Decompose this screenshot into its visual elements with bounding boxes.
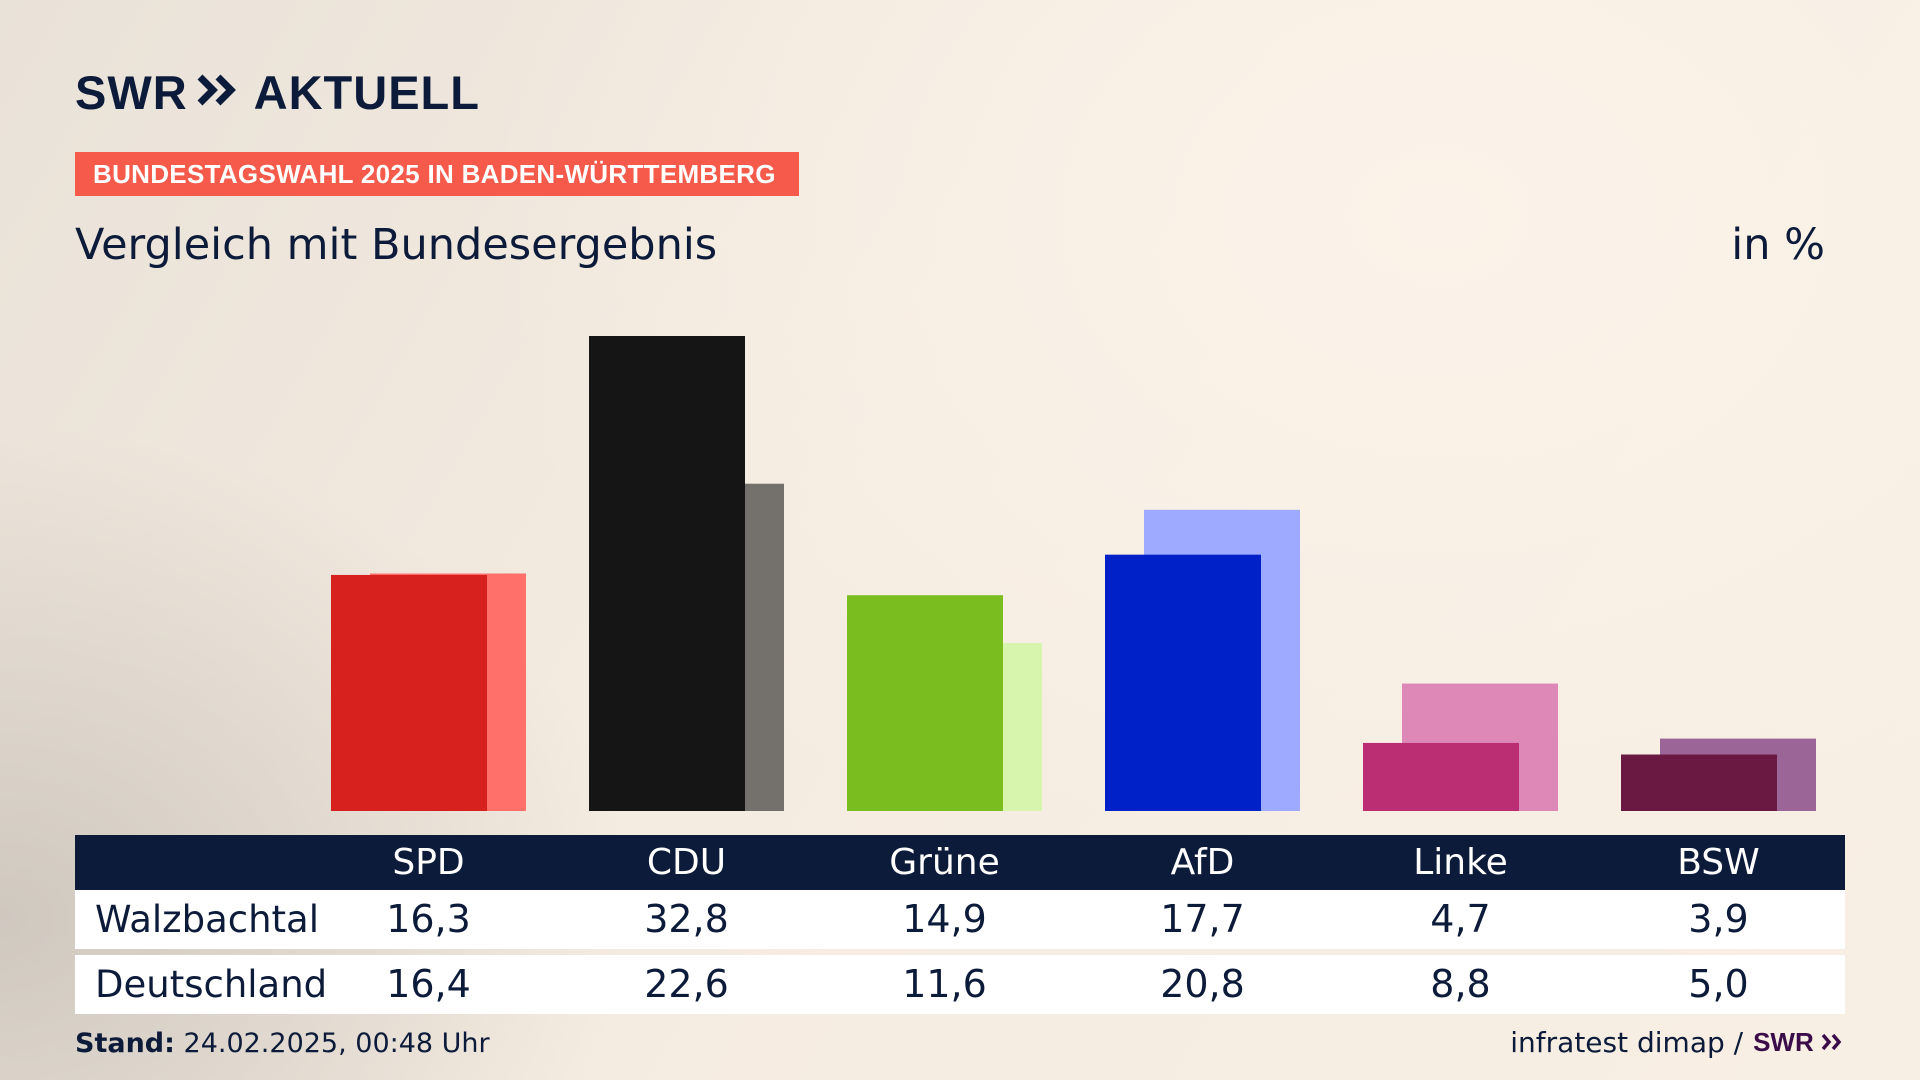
column-header: SPD bbox=[392, 842, 465, 883]
timestamp: Stand: 24.02.2025, 00:48 Uhr bbox=[75, 1028, 490, 1059]
bar-walzbachtal-4 bbox=[1363, 742, 1519, 811]
value-label: 32,8 bbox=[644, 897, 729, 941]
value-label: 14,9 bbox=[902, 897, 987, 941]
table-row: Walzbachtal 16,3 32,8 14,9 17,7 4,7 3,9 bbox=[75, 890, 1845, 949]
election-tagline: BUNDESTAGSWAHL 2025 IN BADEN-WÜRTTEMBERG bbox=[75, 152, 799, 196]
chart-subtitle: Vergleich mit Bundesergebnis bbox=[75, 220, 718, 270]
column-header: AfD bbox=[1170, 842, 1235, 883]
value-label: 4,7 bbox=[1430, 897, 1491, 941]
source-credit: infratest dimap / SWR bbox=[1510, 1026, 1845, 1059]
value-label: 11,6 bbox=[902, 962, 987, 1006]
brand-aktuell-text: AKTUELL bbox=[253, 65, 480, 119]
bar-walzbachtal-5 bbox=[1621, 754, 1777, 811]
bar-walzbachtal-1 bbox=[589, 336, 745, 811]
value-label: 17,7 bbox=[1160, 897, 1245, 941]
bar-chart bbox=[331, 336, 1816, 811]
value-label: 20,8 bbox=[1160, 962, 1245, 1006]
stand-value: 24.02.2025, 00:48 Uhr bbox=[183, 1028, 490, 1059]
swr-mini-logo: SWR bbox=[1753, 1027, 1845, 1058]
unit-label: in % bbox=[1731, 220, 1825, 270]
column-header: Grüne bbox=[889, 842, 1000, 883]
row-label-deutschland: Deutschland bbox=[95, 963, 328, 1006]
row-label-walzbachtal: Walzbachtal bbox=[95, 898, 320, 941]
double-chevron-icon bbox=[1821, 1033, 1842, 1051]
double-chevron-icon bbox=[196, 73, 240, 111]
swr-mini-logo-text: SWR bbox=[1753, 1027, 1814, 1057]
value-label: 3,9 bbox=[1688, 897, 1749, 941]
bar-walzbachtal-3 bbox=[1105, 554, 1261, 811]
value-label: 16,4 bbox=[386, 962, 471, 1006]
stand-label: Stand: bbox=[75, 1028, 175, 1059]
column-header: Linke bbox=[1413, 842, 1508, 883]
column-header: CDU bbox=[646, 842, 727, 883]
table-header: SPD CDU Grüne AfD Linke BSW bbox=[75, 835, 1845, 890]
results-table: SPD CDU Grüne AfD Linke BSW Walzbachtal 16,3 3… bbox=[75, 835, 1845, 1014]
value-label: 8,8 bbox=[1430, 962, 1491, 1006]
table-row: Deutschland 16,4 22,6 11,6 20,8 8,8 5,0 bbox=[75, 955, 1845, 1014]
swr-aktuell-logo: SWR AKTUELL bbox=[75, 65, 480, 119]
value-label: 16,3 bbox=[386, 897, 471, 941]
bar-walzbachtal-0 bbox=[331, 574, 487, 811]
bar-walzbachtal-2 bbox=[847, 595, 1003, 811]
value-label: 5,0 bbox=[1688, 962, 1749, 1006]
source-text: infratest dimap / bbox=[1510, 1026, 1744, 1059]
brand-swr-text: SWR bbox=[75, 65, 188, 119]
value-label: 22,6 bbox=[644, 962, 729, 1006]
column-header: BSW bbox=[1677, 842, 1760, 883]
